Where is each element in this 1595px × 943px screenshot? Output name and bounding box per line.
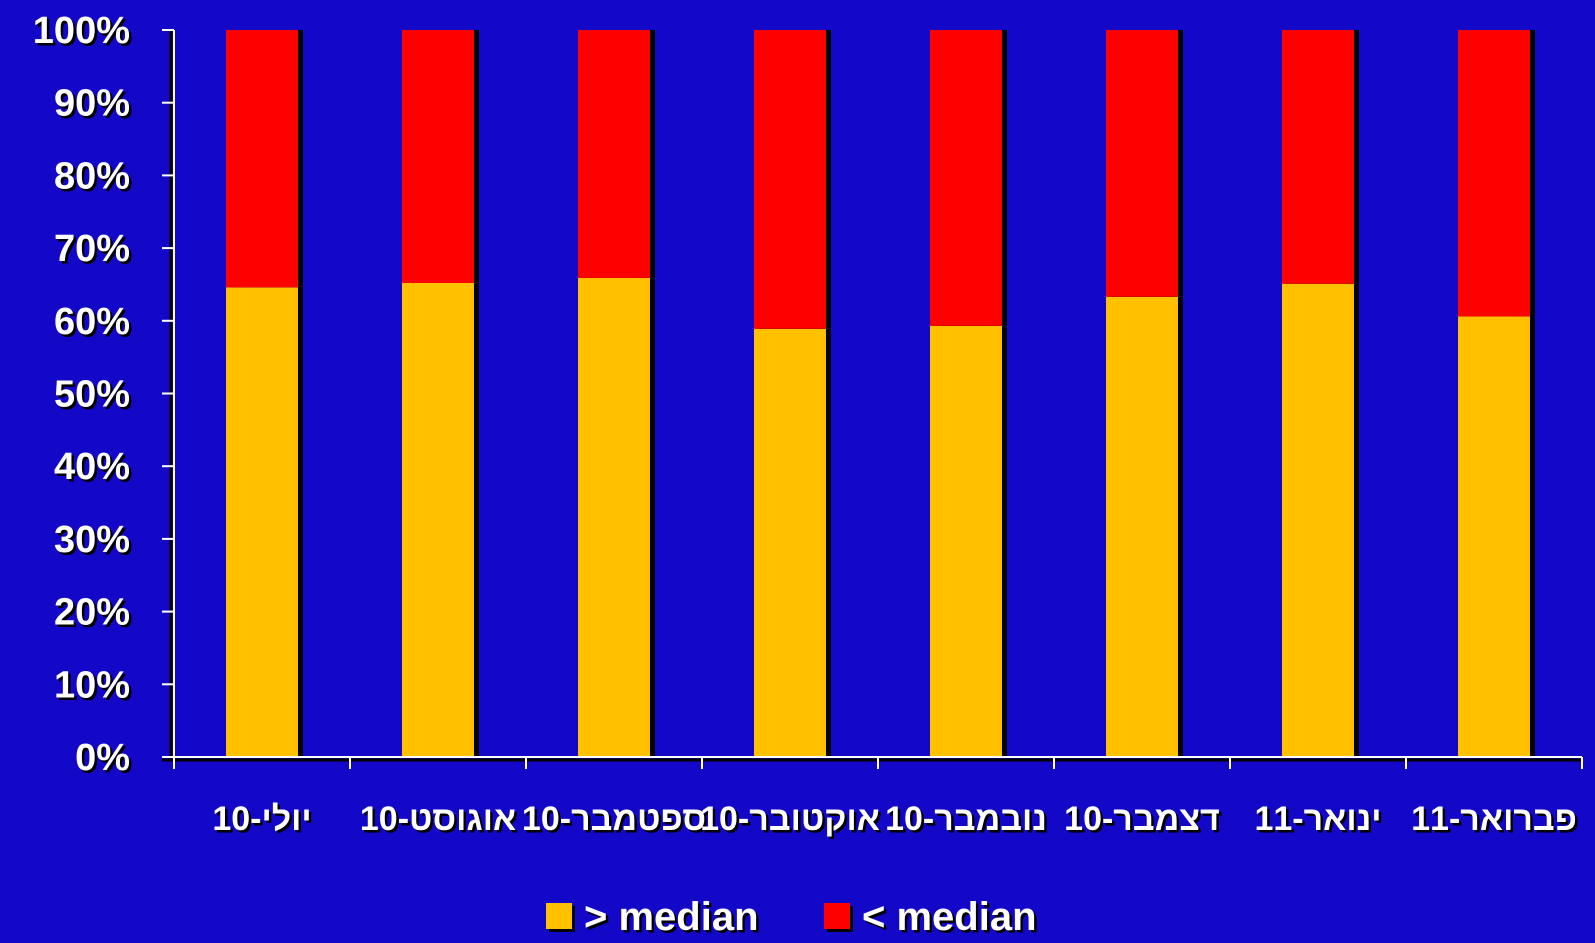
legend-item: > median> median <box>546 895 761 942</box>
y-tick-label: 70%70% <box>54 228 133 273</box>
bar-segment-above-median <box>930 325 1002 757</box>
x-tick-label-shadow: אוגוסט-10 <box>362 803 518 841</box>
bars-layer <box>226 30 1535 757</box>
bar-group <box>402 30 479 757</box>
y-tick-label-text: 0% <box>75 737 130 779</box>
bar-segment-above-median <box>1106 296 1178 757</box>
y-tick-label-shadow: 40% <box>56 449 132 491</box>
bar-segment-below-median <box>1106 30 1178 297</box>
x-tick-label-text: אוגוסט-10 <box>360 800 516 838</box>
bar-segment-below-median <box>402 30 474 283</box>
x-tick-label-text: אוקטובר-10 <box>700 800 880 838</box>
bar-segment-below-median <box>578 30 650 278</box>
legend-swatch <box>546 903 572 929</box>
x-tick-label-shadow: יולי-10 <box>215 803 314 841</box>
y-tick-label-text: 40% <box>54 446 130 488</box>
x-tick-label-shadow: דצמבר-10 <box>1067 803 1223 841</box>
y-tick-label-text: 90% <box>54 83 130 125</box>
y-tick-label-shadow: 20% <box>56 594 132 636</box>
bar-segment-above-median <box>1458 316 1530 757</box>
legend-label-text: > median <box>584 895 759 939</box>
y-tick-labels: 0%0% 10%10% 20%20% 30%30% 40%40% 50%50% 60%60%… <box>33 10 133 782</box>
y-tick-label-text: 80% <box>54 155 130 197</box>
bar-group <box>754 30 831 757</box>
x-tick-label-shadow: פברואר-11 <box>1414 803 1580 841</box>
bar-segment-below-median <box>1282 30 1354 284</box>
x-tick-label-text: ספטמבר-10 <box>522 800 706 838</box>
x-tick-label-text: נובמבר-10 <box>885 800 1047 838</box>
y-tick-label-text: 10% <box>54 664 130 706</box>
y-tick-label-shadow: 100% <box>35 13 132 55</box>
y-tick-label-text: 30% <box>54 519 130 561</box>
y-tick-label-shadow: 90% <box>56 85 132 127</box>
bar-group <box>1458 30 1535 757</box>
y-tick-label-text: 50% <box>54 374 130 416</box>
y-tick-label-shadow: 0% <box>78 740 133 782</box>
y-tick-label-shadow: 30% <box>56 521 132 563</box>
x-tick-label-shadow: ספטמבר-10 <box>524 803 708 841</box>
y-tick-label: 60%60% <box>54 301 133 346</box>
x-tick-label-shadow: ינואר-11 <box>1257 803 1384 841</box>
bar-segment-above-median <box>226 287 298 757</box>
x-tick-label-text: פברואר-11 <box>1411 800 1577 838</box>
bar-segment-above-median <box>578 277 650 757</box>
y-tick-label-text: 70% <box>54 228 130 270</box>
legend-label: < median< median <box>862 895 1039 942</box>
y-tick-label-shadow: 60% <box>56 303 132 345</box>
bar-group <box>1106 30 1183 757</box>
y-tick-label: 0%0% <box>75 737 132 782</box>
y-tick-label: 40%40% <box>54 446 133 491</box>
legend-label-shadow: > median <box>587 898 762 942</box>
y-tick-label-text: 60% <box>54 301 130 343</box>
y-tick-label-text: 20% <box>54 592 130 634</box>
y-tick-label: 80%80% <box>54 155 133 200</box>
legend-swatch <box>824 903 850 929</box>
y-tick-label: 100%100% <box>33 10 133 55</box>
legend-label-shadow: < median <box>865 898 1040 942</box>
legend-label: > median> median <box>584 895 761 942</box>
bar-segment-below-median <box>226 30 298 288</box>
bar-segment-below-median <box>1458 30 1530 317</box>
bar-segment-below-median <box>754 30 826 329</box>
y-tick-label: 50%50% <box>54 374 133 419</box>
x-tick-label-shadow: נובמבר-10 <box>888 803 1050 841</box>
legend: > median> median < median< median <box>546 895 1039 942</box>
bar-group <box>226 30 303 757</box>
y-tick-label-shadow: 50% <box>56 376 132 418</box>
bar-segment-above-median <box>1282 283 1354 757</box>
y-tick-label-shadow: 70% <box>56 231 132 273</box>
y-tick-label-text: 100% <box>33 10 130 52</box>
y-tick-label: 20%20% <box>54 592 133 637</box>
axes-layer <box>162 29 1583 769</box>
x-tick-label-text: ינואר-11 <box>1254 800 1381 838</box>
legend-label-text: < median <box>862 895 1037 939</box>
y-tick-label: 30%30% <box>54 519 133 564</box>
y-tick-label: 10%10% <box>54 664 133 709</box>
bar-group <box>930 30 1007 757</box>
bar-segment-below-median <box>930 30 1002 326</box>
x-tick-label-text: דצמבר-10 <box>1064 800 1220 838</box>
bar-segment-above-median <box>402 282 474 757</box>
x-tick-label-text: יולי-10 <box>212 800 311 838</box>
bar-segment-above-median <box>754 328 826 757</box>
y-tick-label-shadow: 10% <box>56 667 132 709</box>
bar-group <box>1282 30 1359 757</box>
x-tick-label-shadow: אוקטובר-10 <box>703 803 883 841</box>
bar-group <box>578 30 655 757</box>
y-tick-label-shadow: 80% <box>56 158 132 200</box>
legend-item: < median< median <box>824 895 1039 942</box>
y-tick-label: 90%90% <box>54 83 133 128</box>
